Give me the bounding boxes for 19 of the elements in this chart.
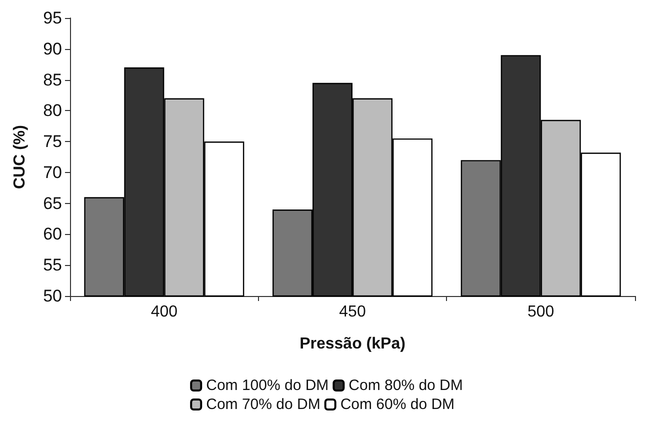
x-tick-label: 500 <box>527 304 554 320</box>
y-tick-label: 80 <box>43 101 62 120</box>
y-axis-title: CUC (%) <box>12 125 28 189</box>
legend-label: Com 80% do DM <box>348 377 463 394</box>
y-tick-label: 90 <box>43 39 62 58</box>
y-tick-label: 50 <box>43 286 62 306</box>
x-tick-label: 400 <box>150 304 178 320</box>
legend-label: Com 100% do DM <box>206 377 329 394</box>
x-tick-label: 450 <box>339 304 366 320</box>
y-tick-label: 55 <box>43 256 62 275</box>
legend-label: Com 70% do DM <box>206 396 320 413</box>
y-tick-label: 75 <box>43 132 62 152</box>
y-tick-label: 65 <box>43 194 62 213</box>
y-tick-label: 95 <box>43 8 62 28</box>
legend-label: Com 60% do DM <box>340 396 455 413</box>
y-tick-label: 85 <box>43 70 62 90</box>
y-tick-label: 70 <box>43 162 62 182</box>
y-tick-label: 60 <box>43 224 62 244</box>
x-axis-title: Pressão (kPa) <box>300 336 406 352</box>
